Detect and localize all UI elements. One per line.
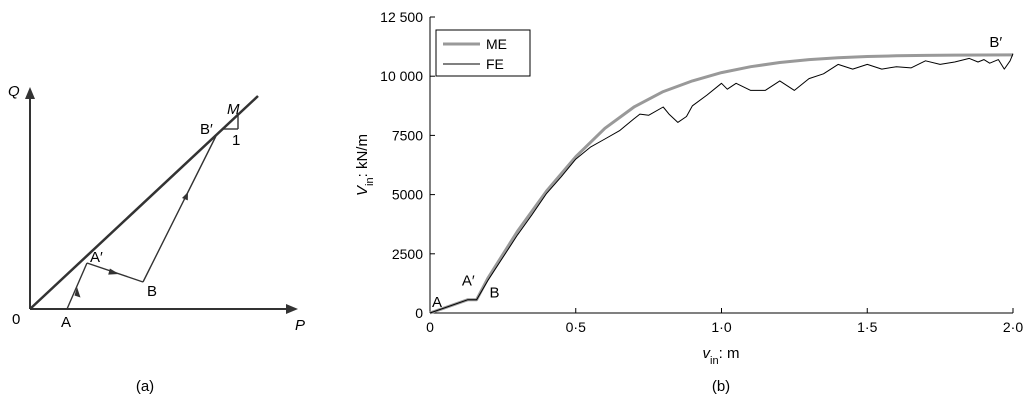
annotation-label: B′: [989, 34, 1002, 51]
arrowhead-a-prime-path: [108, 268, 119, 275]
yield-line: [29, 95, 259, 310]
point-b-label: B: [147, 283, 157, 300]
slope-m-label: M: [227, 101, 240, 118]
y-axis-label-rest: : kN/m: [354, 134, 371, 177]
annotation-label: B: [490, 285, 500, 302]
slope-run-label: 1: [232, 132, 240, 149]
path-a-to-a-prime: [66, 262, 88, 310]
x-tick-label: 2·0: [1003, 319, 1023, 335]
panel-b-label: (b): [712, 378, 730, 395]
x-tick-label: 1·0: [711, 319, 731, 335]
series-line-me: [429, 53, 1014, 315]
origin-label: 0: [12, 311, 20, 328]
legend-label-fe: FE: [486, 56, 504, 72]
series-line-fe: [429, 53, 1014, 314]
y-ticks: 0 2500 5000 7500 10 000 12 500: [380, 9, 435, 321]
x-axis-label-rest: : m: [719, 345, 740, 362]
q-axis-arrowhead: [25, 87, 35, 99]
legend: ME FE: [435, 29, 531, 77]
y-tick-label: 0: [415, 305, 423, 321]
y-tick-label: 2500: [392, 246, 423, 262]
point-b-prime-label: B′: [200, 121, 213, 138]
y-axis-label-main: V: [354, 184, 371, 196]
arrowhead-b-path: [182, 192, 188, 201]
q-axis-label: Q: [8, 83, 20, 100]
arrowhead-a-path: [74, 287, 81, 298]
point-a-prime-label: A′: [90, 249, 103, 266]
x-axis-label-sub: in: [710, 355, 719, 367]
y-axis-label: Vin: kN/m: [354, 134, 376, 196]
path-b-to-b-prime: [142, 135, 217, 283]
p-axis-arrowhead: [286, 304, 298, 314]
diagram-a: Q P 0 A A′ B B′ M 1 (a): [8, 83, 305, 395]
legend-box: [435, 29, 531, 77]
series-layer: [429, 53, 1014, 315]
y-tick-label: 12 500: [380, 9, 423, 25]
x-tick-label: 0: [426, 319, 434, 335]
path-arrowheads: [74, 192, 188, 298]
annotation-layer: A A′ B B′: [432, 34, 1002, 311]
annotation-label: A: [432, 294, 442, 311]
x-tick-label: 1·5: [857, 319, 877, 335]
x-axis-label: vin: m: [703, 345, 740, 367]
x-axis-label-main: v: [703, 345, 712, 362]
load-path: [66, 114, 239, 310]
y-tick-label: 10 000: [380, 68, 423, 84]
panel-a-label: (a): [136, 378, 154, 395]
x-ticks: 0 0·5 1·0 1·5 2·0: [426, 308, 1023, 335]
point-a-label: A: [61, 314, 71, 331]
legend-label-me: ME: [486, 36, 507, 52]
annotation-label: A′: [462, 273, 475, 290]
p-axis-label: P: [295, 317, 305, 334]
y-tick-label: 7500: [392, 127, 423, 143]
y-axis-label-sub: in: [364, 177, 376, 186]
y-tick-label: 5000: [392, 187, 423, 203]
x-tick-label: 0·5: [566, 319, 586, 335]
